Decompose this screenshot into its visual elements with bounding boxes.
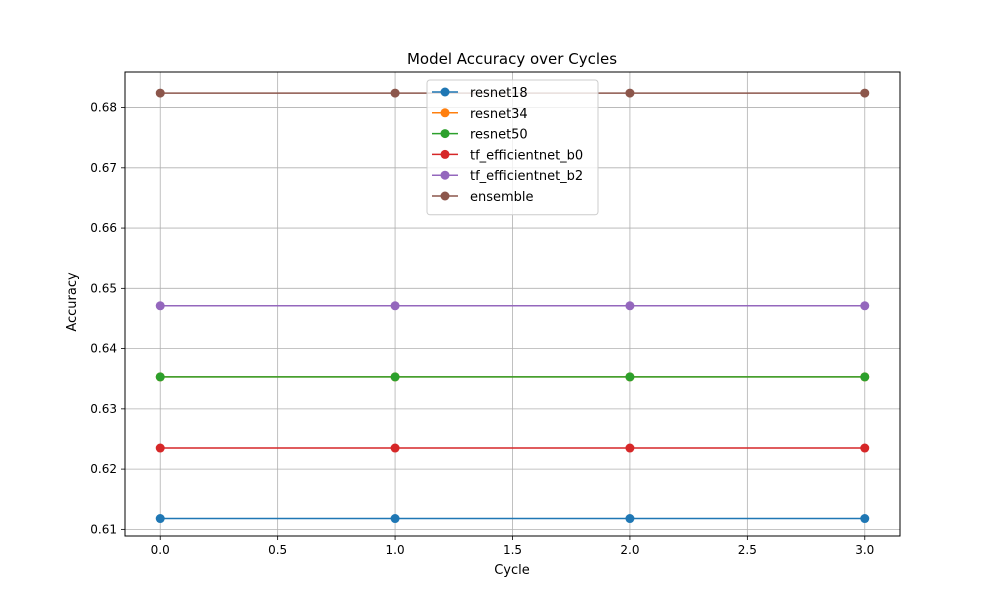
x-tick-label: 2.0 — [620, 543, 639, 557]
data-point — [625, 88, 635, 98]
legend-item: resnet18 — [432, 86, 528, 101]
legend-marker — [440, 108, 450, 118]
data-point — [625, 301, 635, 311]
y-axis-label: Accuracy — [65, 272, 80, 332]
series-tf_efficientnet_b0 — [155, 443, 870, 453]
data-point — [625, 514, 635, 524]
legend-item: tf_efficientnet_b2 — [432, 169, 583, 184]
y-tick-label: 0.64 — [90, 342, 117, 356]
legend-label: resnet34 — [470, 107, 528, 122]
series-layer — [155, 88, 870, 524]
y-tick-label: 0.66 — [90, 221, 117, 235]
y-tick-label: 0.68 — [90, 101, 117, 115]
x-tick-label: 1.0 — [386, 543, 405, 557]
y-tick-label: 0.63 — [90, 402, 117, 416]
data-point — [860, 301, 870, 311]
chart-title: Model Accuracy over Cycles — [407, 50, 617, 68]
x-axis-ticks: 0.0 0.5 1.0 1.5 2.0 2.5 3.0 — [151, 536, 874, 557]
data-point — [155, 372, 165, 382]
legend-marker — [440, 149, 450, 159]
data-point — [390, 443, 400, 453]
legend-label: ensemble — [470, 190, 534, 205]
y-axis-ticks: 0.61 0.62 0.63 0.64 0.65 0.66 0.67 0.68 — [90, 101, 125, 536]
y-tick-label: 0.61 — [90, 522, 117, 536]
data-point — [860, 88, 870, 98]
legend-label: tf_efficientnet_b0 — [470, 148, 583, 163]
data-point — [390, 301, 400, 311]
y-tick-label: 0.62 — [90, 462, 117, 476]
data-point — [390, 88, 400, 98]
x-tick-label: 2.5 — [738, 543, 757, 557]
data-point — [625, 372, 635, 382]
x-tick-label: 0.5 — [268, 543, 287, 557]
data-point — [860, 514, 870, 524]
legend-item: resnet34 — [432, 107, 528, 122]
series-resnet18 — [155, 514, 870, 524]
legend-label: tf_efficientnet_b2 — [470, 169, 583, 184]
data-point — [155, 88, 165, 98]
x-tick-label: 1.5 — [503, 543, 522, 557]
legend-item: tf_efficientnet_b0 — [432, 148, 583, 163]
data-point — [390, 372, 400, 382]
y-tick-label: 0.67 — [90, 161, 117, 175]
x-tick-label: 3.0 — [855, 543, 874, 557]
legend-item: ensemble — [432, 190, 534, 205]
data-point — [860, 372, 870, 382]
data-point — [155, 514, 165, 524]
legend-marker — [440, 170, 450, 180]
data-point — [390, 514, 400, 524]
legend: resnet18 resnet34 resnet50 tf_efficientnet_… — [426, 79, 599, 216]
legend-label: resnet18 — [470, 86, 528, 101]
series-tf_efficientnet_b2 — [155, 301, 870, 311]
legend-label: resnet50 — [470, 128, 528, 143]
legend-marker — [440, 129, 450, 139]
data-point — [155, 301, 165, 311]
legend-box — [426, 79, 599, 216]
series-resnet50 — [155, 372, 870, 382]
y-tick-label: 0.65 — [90, 281, 117, 295]
legend-item: resnet50 — [432, 128, 528, 143]
x-axis-label: Cycle — [494, 563, 530, 578]
data-point — [625, 443, 635, 453]
legend-marker — [440, 191, 450, 201]
x-tick-label: 0.0 — [151, 543, 170, 557]
legend-marker — [440, 87, 450, 97]
data-point — [860, 443, 870, 453]
data-point — [155, 443, 165, 453]
